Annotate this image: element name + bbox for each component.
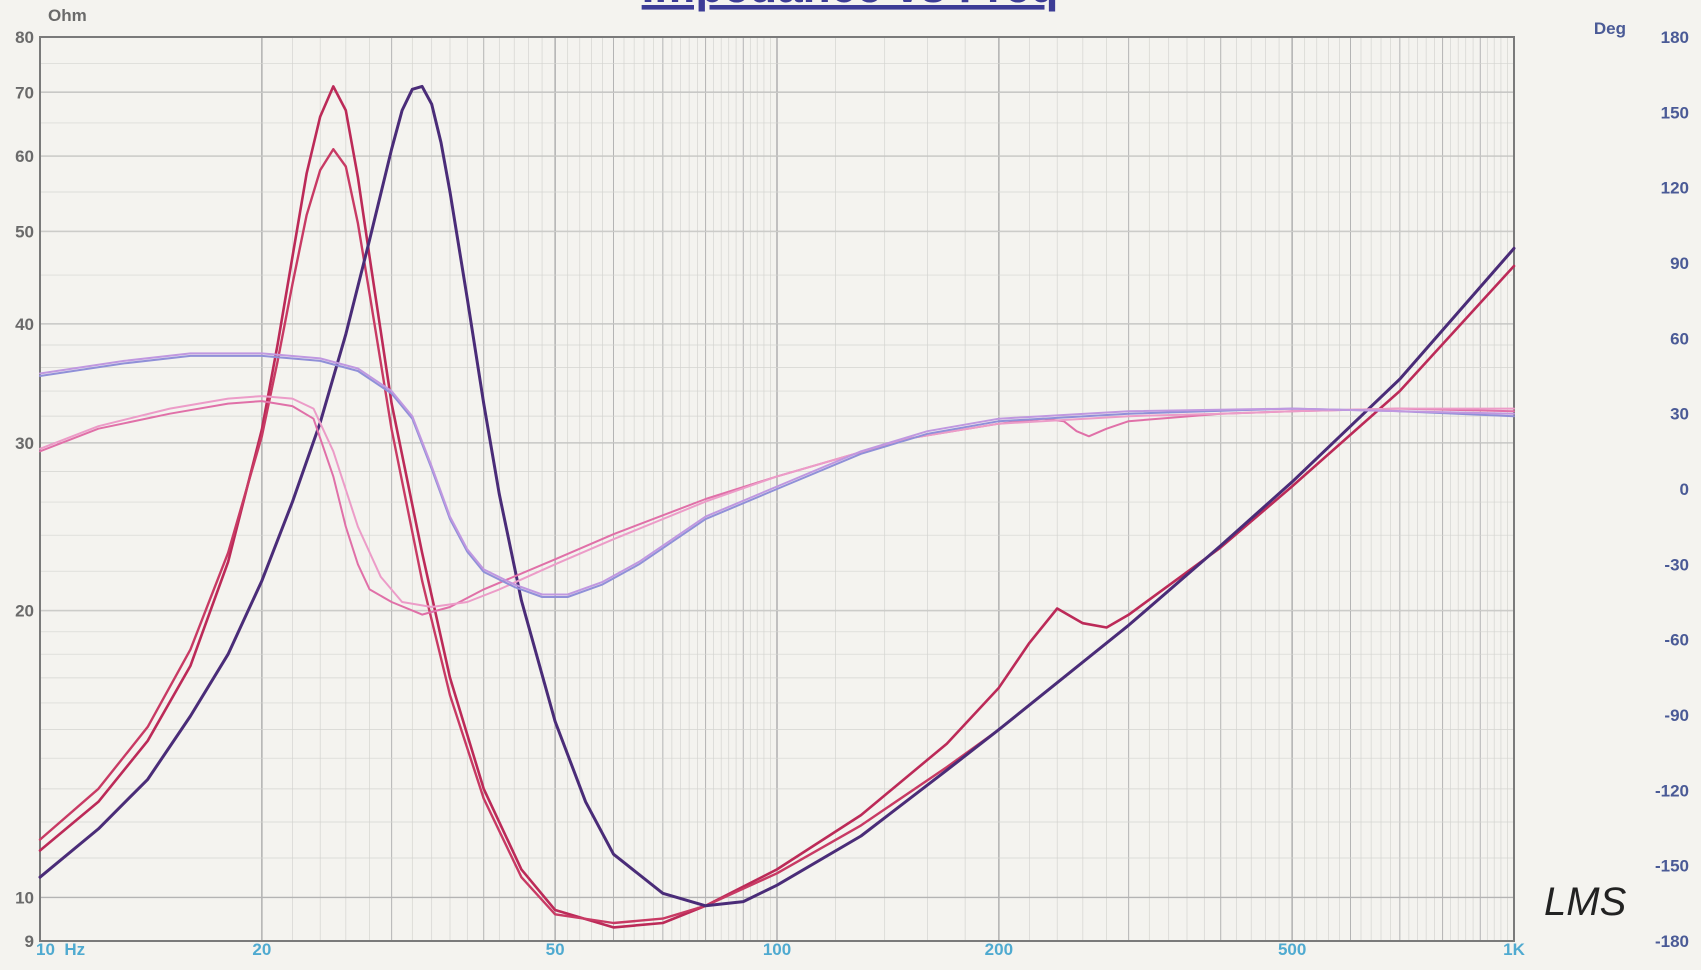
y-axis-right-label: Deg — [1594, 19, 1626, 38]
y-right-tick-label: -60 — [1664, 631, 1689, 650]
y-left-tick-label: 80 — [15, 28, 34, 47]
series-line-6 — [39, 354, 1515, 598]
y-left-tick-label: 9 — [25, 932, 34, 951]
y-right-tick-label: 120 — [1661, 179, 1689, 198]
y-left-tick-label: 30 — [15, 434, 34, 453]
series-group — [38, 84, 1516, 929]
x-tick-label: 200 — [985, 940, 1013, 959]
plot-border — [39, 36, 1515, 942]
y-left-tick-label: 10 — [15, 888, 34, 907]
x-tick-label: 100 — [763, 940, 791, 959]
grid — [40, 36, 1514, 942]
y-right-tick-label: 150 — [1661, 103, 1689, 122]
y-right-tick-label: -90 — [1664, 706, 1689, 725]
series-line-4 — [39, 400, 1515, 616]
y-right-tick-label: 60 — [1670, 329, 1689, 348]
x-tick-label: 10 Hz — [36, 940, 85, 959]
y-right-tick-label: -180 — [1655, 932, 1689, 951]
y-left-tick-label: 20 — [15, 602, 34, 621]
y-axis-left-label: Ohm — [48, 6, 87, 25]
y-right-tick-label: 30 — [1670, 405, 1689, 424]
plot-frame — [39, 36, 1515, 942]
x-tick-label: 50 — [546, 940, 565, 959]
y-left-tick-label: 70 — [15, 83, 34, 102]
y-left-tick-label: 50 — [15, 222, 34, 241]
x-tick-label: 1K — [1503, 940, 1525, 959]
y-right-tick-label: 90 — [1670, 254, 1689, 273]
y-right-tick-label: -30 — [1664, 555, 1689, 574]
y-right-tick-label: -120 — [1655, 781, 1689, 800]
lms-watermark: LMS — [1544, 880, 1627, 924]
x-tick-label: 20 — [252, 940, 271, 959]
y-right-tick-label: 0 — [1680, 480, 1689, 499]
y-right-tick-label: -150 — [1655, 857, 1689, 876]
series-line-7 — [39, 352, 1515, 596]
y-right-tick-label: 180 — [1661, 28, 1689, 47]
y-left-tick-label: 40 — [15, 315, 34, 334]
axis-labels: 80 70 60 50 40 30 20 10 9 180 150 120 90 60 30 0 -30 -60 -… — [15, 28, 1689, 959]
y-left-tick-label: 60 — [15, 147, 34, 166]
x-tick-label: 500 — [1278, 940, 1306, 959]
series-line-3 — [38, 84, 1516, 908]
series-line-5 — [39, 395, 1515, 608]
chart-title: Impedance vs Freq — [642, 0, 1059, 12]
series-line-1 — [38, 85, 1516, 929]
